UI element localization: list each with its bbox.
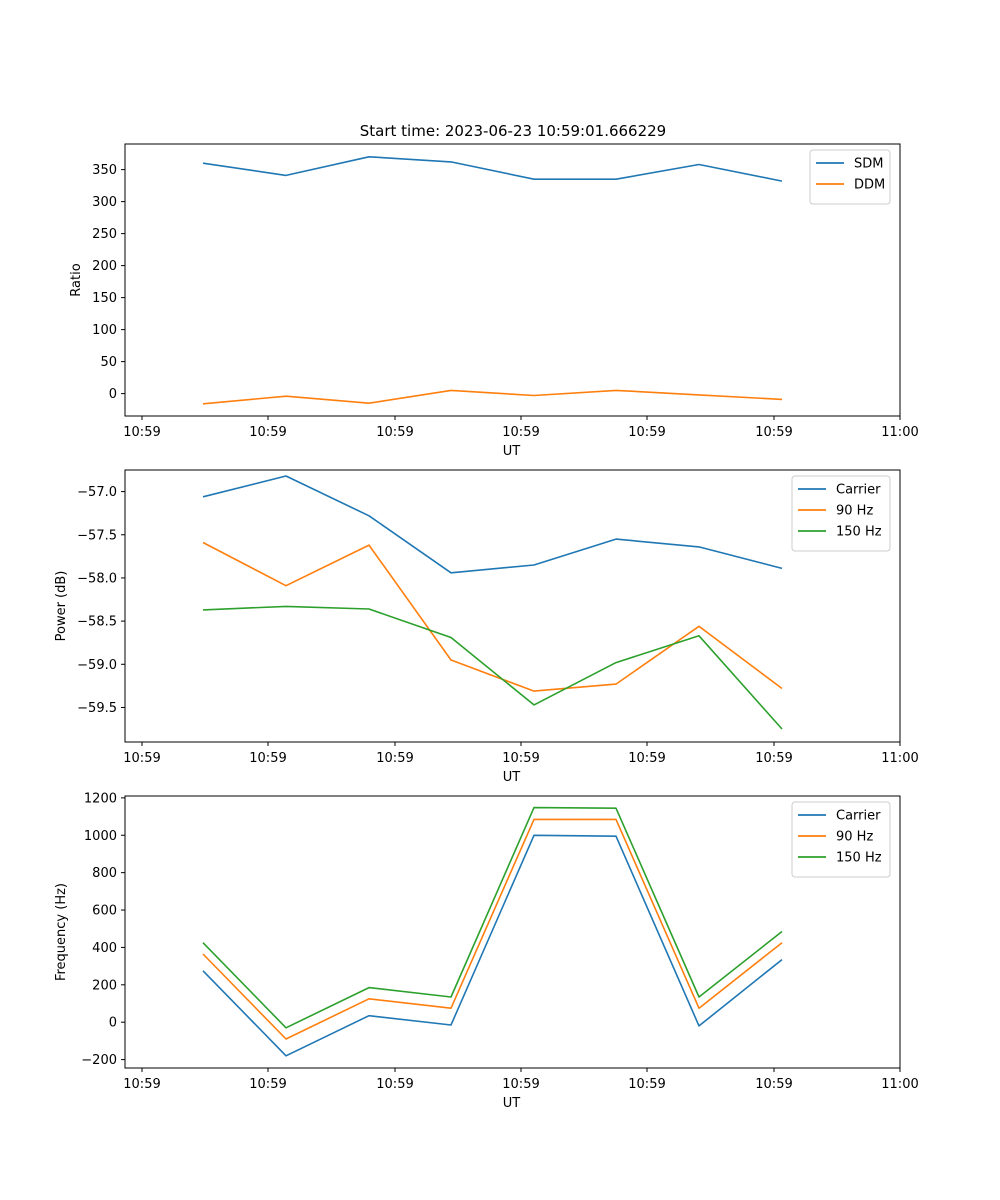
y-tick-label: 1200 xyxy=(84,791,117,806)
figure-title: Start time: 2023-06-23 10:59:01.666229 xyxy=(360,122,666,140)
y-tick-label: −58.5 xyxy=(77,615,117,630)
y-tick-label: 600 xyxy=(92,904,117,919)
x-tick-label: 10:59 xyxy=(249,751,286,766)
x-tick-label: 11:00 xyxy=(881,425,918,440)
y-tick-label: 350 xyxy=(92,163,117,178)
y-axis-label: Ratio xyxy=(69,263,84,296)
y-tick-label: −59.5 xyxy=(77,701,117,716)
series-line-90-hz xyxy=(202,818,783,1040)
x-tick-label: 10:59 xyxy=(376,425,413,440)
x-tick-label: 10:59 xyxy=(755,1077,792,1092)
y-tick-label: 0 xyxy=(109,1016,117,1031)
y-tick-label: 800 xyxy=(92,866,117,881)
y-tick-label: 400 xyxy=(92,941,117,956)
x-tick-label: 10:59 xyxy=(502,751,539,766)
y-tick-label: 250 xyxy=(92,227,117,242)
legend-label: Carrier xyxy=(836,483,881,498)
x-axis-label: UT xyxy=(503,1096,521,1111)
x-tick-label: 11:00 xyxy=(881,751,918,766)
x-tick-label: 10:59 xyxy=(376,751,413,766)
x-tick-label: 10:59 xyxy=(123,751,160,766)
x-tick-label: 10:59 xyxy=(628,751,665,766)
x-tick-label: 11:00 xyxy=(881,1077,918,1092)
y-tick-label: 0 xyxy=(109,387,117,402)
series-line-150-hz xyxy=(202,605,783,730)
y-tick-label: −57.0 xyxy=(77,485,117,500)
x-tick-label: 10:59 xyxy=(628,1077,665,1092)
series-line-sdm xyxy=(202,156,783,182)
y-tick-label: 50 xyxy=(100,355,117,370)
legend-box xyxy=(791,801,891,878)
x-tick-label: 10:59 xyxy=(755,425,792,440)
series-line-90-hz xyxy=(202,541,783,692)
x-tick-label: 10:59 xyxy=(249,1077,286,1092)
series-line-carrier xyxy=(202,475,783,574)
chart-panel-1: 0 50 100 150 200 250 300 350 10:59 10:59 10:59 10:5… xyxy=(69,143,919,459)
y-tick-label: −58.0 xyxy=(77,571,117,586)
legend: Carrier 90 Hz 150 Hz xyxy=(791,475,891,552)
x-tick-label: 10:59 xyxy=(376,1077,413,1092)
legend-label: SDM xyxy=(854,157,883,172)
legend: Carrier 90 Hz 150 Hz xyxy=(791,801,891,878)
y-tick-label: −57.5 xyxy=(77,528,117,543)
legend-label: DDM xyxy=(854,178,885,193)
legend-label: 150 Hz xyxy=(836,525,882,540)
legend-label: 90 Hz xyxy=(836,504,873,519)
legend-box xyxy=(791,475,891,552)
x-axis-label: UT xyxy=(503,770,521,785)
x-tick-label: 10:59 xyxy=(502,1077,539,1092)
x-tick-label: 10:59 xyxy=(628,425,665,440)
legend: SDM DDM xyxy=(809,149,891,205)
x-tick-label: 10:59 xyxy=(755,751,792,766)
y-tick-label: −59.0 xyxy=(77,658,117,673)
series-line-ddm xyxy=(202,389,783,405)
plot-frame xyxy=(124,143,901,417)
chart-panel-2: −59.5 −59.0 −58.5 −58.0 −57.5 −57.0 10:59 10:59… xyxy=(54,469,919,785)
y-tick-label: 150 xyxy=(92,291,117,306)
y-tick-label: 200 xyxy=(92,978,117,993)
x-tick-label: 10:59 xyxy=(249,425,286,440)
y-tick-label: −200 xyxy=(81,1053,117,1068)
x-tick-label: 10:59 xyxy=(123,425,160,440)
legend-label: Carrier xyxy=(836,809,881,824)
plot-frame xyxy=(124,795,901,1069)
y-tick-label: 1000 xyxy=(84,829,117,844)
x-axis-label: UT xyxy=(503,444,521,459)
plot-frame xyxy=(124,469,901,743)
x-tick-label: 10:59 xyxy=(123,1077,160,1092)
y-axis-label: Frequency (Hz) xyxy=(54,883,69,981)
y-tick-label: 300 xyxy=(92,195,117,210)
series-line-150-hz xyxy=(202,806,783,1029)
chart-panel-3: −200 0 200 400 600 800 1000 1200 10:59 10:59 10:59… xyxy=(54,791,919,1111)
x-tick-label: 10:59 xyxy=(502,425,539,440)
series-line-carrier xyxy=(202,834,783,1057)
y-axis-label: Power (dB) xyxy=(54,571,69,642)
y-tick-label: 100 xyxy=(92,323,117,338)
legend-label: 150 Hz xyxy=(836,851,882,866)
y-tick-label: 200 xyxy=(92,259,117,274)
legend-label: 90 Hz xyxy=(836,830,873,845)
